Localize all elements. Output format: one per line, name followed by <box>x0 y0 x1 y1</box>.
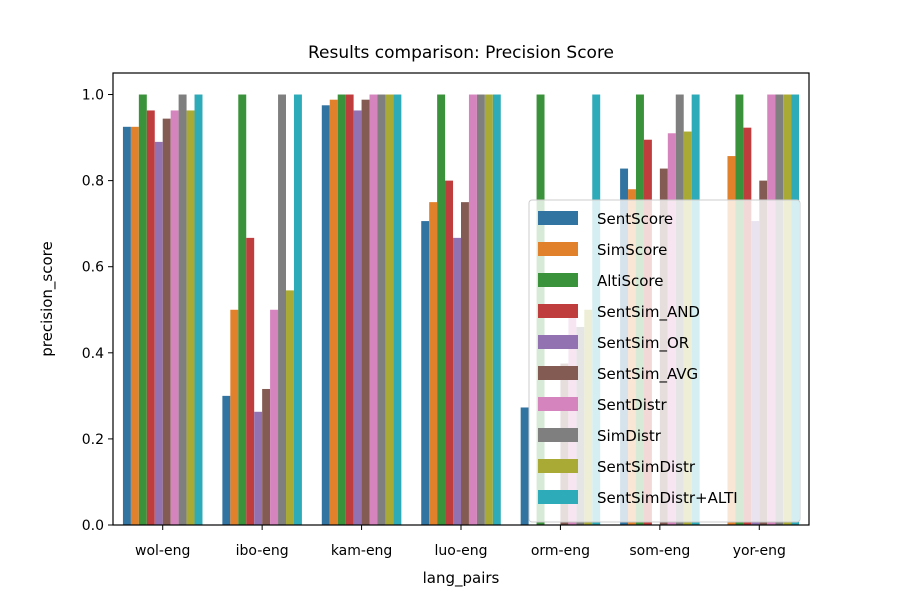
legend: SentScore SimScore AltiScore SentSim_AND Sen… <box>528 199 801 523</box>
bar-SimDistr-luo-eng <box>476 94 485 526</box>
bar-SimScore-luo-eng <box>429 202 438 525</box>
bar-SentScore-kam-eng <box>321 105 330 525</box>
y-tick-label: 0.4 <box>82 346 104 362</box>
legend-label-AltiScore: AltiScore <box>597 272 664 290</box>
bar-SimScore-kam-eng <box>329 99 338 525</box>
bar-AltiScore-wol-eng <box>138 94 147 526</box>
y-tick-label: 0.2 <box>82 432 104 448</box>
bar-SentSim_OR-ibo-eng <box>254 411 263 525</box>
bar-SentDistr-luo-eng <box>468 94 477 526</box>
legend-label-SentSim_OR: SentSim_OR <box>597 334 689 353</box>
bar-SentSim_AVG-kam-eng <box>361 99 370 525</box>
legend-swatch-AltiScore <box>538 273 578 287</box>
y-tick-label: 0.8 <box>82 174 104 190</box>
legend-label-SentSim_AVG: SentSim_AVG <box>597 365 698 384</box>
bar-SentDistr-kam-eng <box>369 94 378 526</box>
bar-SentSim_AND-luo-eng <box>445 180 454 525</box>
bar-SentScore-orm-eng <box>520 407 529 525</box>
y-tick-label: 1.0 <box>82 88 104 104</box>
bar-SentSimDistr+ALTI-ibo-eng <box>293 94 302 526</box>
bar-SentSim_AVG-luo-eng <box>461 202 469 525</box>
legend-swatch-SentSim_OR <box>538 335 578 349</box>
bar-SentDistr-wol-eng <box>170 110 179 525</box>
bar-SimScore-wol-eng <box>130 126 139 525</box>
bar-SentSimDistr-wol-eng <box>186 110 195 525</box>
bar-AltiScore-kam-eng <box>337 94 346 526</box>
bar-SentSim_OR-wol-eng <box>154 141 163 525</box>
y-axis-label: precision_score <box>38 241 57 356</box>
legend-swatch-SimScore <box>538 242 578 256</box>
legend-label-SentSim_AND: SentSim_AND <box>597 303 700 322</box>
bar-SentScore-luo-eng <box>421 221 430 525</box>
bar-SentSim_OR-kam-eng <box>353 110 362 525</box>
bar-AltiScore-ibo-eng <box>238 94 247 526</box>
x-tick-label: wol-eng <box>135 543 190 559</box>
bar-SimDistr-ibo-eng <box>278 94 286 526</box>
x-tick-label: som-eng <box>629 543 690 559</box>
x-tick-label: kam-eng <box>331 543 393 559</box>
bar-SimScore-ibo-eng <box>230 309 239 525</box>
x-axis-label: lang_pairs <box>423 569 500 588</box>
bar-SimDistr-wol-eng <box>178 94 187 526</box>
legend-swatch-SentScore <box>538 211 578 225</box>
y-tick-label: 0.6 <box>82 260 104 276</box>
bar-SentScore-ibo-eng <box>222 395 231 525</box>
bar-SentSim_AVG-wol-eng <box>162 118 171 525</box>
legend-swatch-SentSimDistr <box>538 459 578 473</box>
x-axis: wol-eng ibo-eng kam-eng luo-eng orm-eng som-e… <box>135 525 786 559</box>
bar-SentSim_AND-wol-eng <box>146 110 155 525</box>
bar-SentSim_AND-ibo-eng <box>246 237 255 525</box>
bar-SentSimDistr+ALTI-kam-eng <box>393 94 402 526</box>
chart-title: Results comparison: Precision Score <box>308 43 614 63</box>
x-tick-label: orm-eng <box>531 543 590 559</box>
bar-SentDistr-ibo-eng <box>270 309 279 525</box>
legend-swatch-SimDistr <box>538 428 578 442</box>
legend-label-SentDistr: SentDistr <box>597 396 668 414</box>
bar-SentSim_OR-luo-eng <box>453 237 461 525</box>
legend-label-SimScore: SimScore <box>597 241 667 259</box>
legend-label-SentSimDistr: SentSimDistr <box>597 458 696 476</box>
legend-label-SimDistr: SimDistr <box>597 427 662 445</box>
bar-SentSimDistr+ALTI-luo-eng <box>492 94 501 526</box>
x-tick-label: ibo-eng <box>236 543 289 559</box>
bar-SentSimDistr-luo-eng <box>484 94 493 526</box>
legend-box <box>528 199 801 523</box>
bar-SentSim_AND-kam-eng <box>345 94 354 526</box>
legend-swatch-SentSim_AND <box>538 304 578 318</box>
bar-SentSimDistr+ALTI-wol-eng <box>194 94 203 526</box>
legend-swatch-SentSimDistr+ALTI <box>538 490 578 504</box>
bar-SimDistr-kam-eng <box>377 94 386 526</box>
bar-SentSim_AVG-ibo-eng <box>262 388 271 525</box>
bar-SentSimDistr-ibo-eng <box>286 290 294 525</box>
legend-swatch-SentDistr <box>538 397 578 411</box>
x-tick-label: yor-eng <box>733 543 786 559</box>
bar-AltiScore-luo-eng <box>437 94 446 526</box>
legend-label-SentScore: SentScore <box>597 210 673 228</box>
x-tick-label: luo-eng <box>434 543 487 559</box>
bar-SentScore-wol-eng <box>122 126 131 525</box>
bar-SentSimDistr-kam-eng <box>385 94 394 526</box>
legend-swatch-SentSim_AVG <box>538 366 578 380</box>
legend-label-SentSimDistr+ALTI: SentSimDistr+ALTI <box>597 489 738 507</box>
y-tick-label: 0.0 <box>82 518 104 534</box>
y-axis: 0.0 0.2 0.4 0.6 0.8 1.0 <box>82 88 113 534</box>
